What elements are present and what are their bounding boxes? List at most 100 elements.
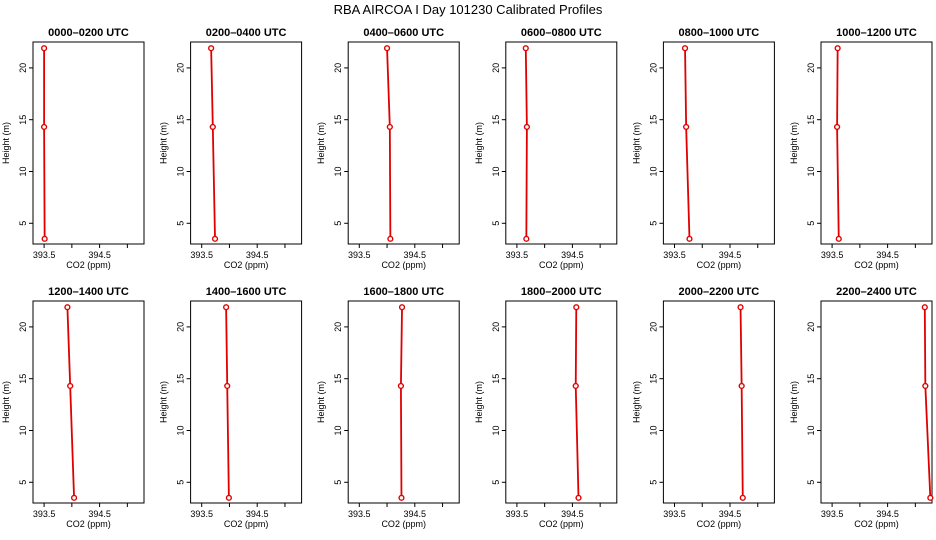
panel-title: 1400–1600 UTC bbox=[206, 286, 287, 298]
profile-point bbox=[921, 304, 928, 311]
panel-title: 0800–1000 UTC bbox=[679, 27, 760, 39]
profile-point bbox=[738, 382, 745, 390]
profile-panel: 1000–1200 UTC 393.5 394.5 5 10 15 20 CO2 (ppm) H… bbox=[789, 27, 933, 270]
y-tick-label: 15 bbox=[491, 374, 501, 384]
y-tick-label: 20 bbox=[491, 63, 501, 73]
y-tick-label: 20 bbox=[648, 63, 658, 73]
panel-title: 1200–1400 UTC bbox=[48, 286, 129, 298]
y-tick-label: 5 bbox=[176, 221, 186, 226]
x-axis-label: CO2 (ppm) bbox=[854, 260, 899, 270]
profile-point bbox=[64, 304, 71, 311]
x-axis-label: CO2 (ppm) bbox=[224, 260, 269, 270]
y-axis-label: Height (m) bbox=[316, 122, 326, 164]
profile-point bbox=[398, 304, 406, 311]
y-tick-label: 20 bbox=[176, 63, 186, 73]
y-axis-label: Height (m) bbox=[474, 122, 484, 164]
plot-frame bbox=[190, 300, 303, 504]
profile-point bbox=[70, 494, 78, 501]
profile-panel: 0600–0800 UTC 393.5 394.5 5 10 15 20 CO2 (ppm) H… bbox=[474, 27, 618, 270]
profile-panel: 1800–2000 UTC 393.5 394.5 5 10 15 20 CO2 (ppm) H… bbox=[474, 286, 618, 529]
y-tick-label: 20 bbox=[176, 322, 186, 332]
profile-point bbox=[522, 45, 529, 52]
y-tick-label: 15 bbox=[333, 115, 343, 125]
profile-point bbox=[927, 494, 934, 501]
profile-line bbox=[210, 48, 216, 239]
y-axis-label: Height (m) bbox=[789, 381, 799, 423]
panel-title: 2000–2200 UTC bbox=[679, 286, 760, 298]
x-tick-label: 394.5 bbox=[719, 509, 742, 519]
plot-frame bbox=[662, 300, 775, 504]
profile-point bbox=[737, 304, 744, 311]
y-tick-label: 15 bbox=[176, 374, 186, 384]
plot-frame bbox=[190, 41, 303, 245]
profile-panel: 0400–0600 UTC 393.5 394.5 5 10 15 20 CO2 (ppm) H… bbox=[316, 27, 460, 270]
profile-point bbox=[397, 382, 405, 390]
panel-title: 2200–2400 UTC bbox=[836, 286, 917, 298]
profile-point bbox=[523, 235, 530, 242]
profile-line bbox=[923, 307, 932, 498]
x-axis-label: CO2 (ppm) bbox=[224, 519, 269, 529]
x-tick-label: 394.5 bbox=[246, 250, 269, 260]
x-tick-label: 393.5 bbox=[348, 250, 371, 260]
y-tick-label: 10 bbox=[333, 425, 343, 435]
plot-frame bbox=[32, 41, 145, 245]
profile-line bbox=[684, 48, 691, 239]
x-tick-label: 393.5 bbox=[821, 250, 844, 260]
x-tick-label: 394.5 bbox=[404, 509, 427, 519]
profile-point bbox=[225, 494, 232, 501]
profile-point bbox=[41, 235, 48, 242]
profile-panel: 0800–1000 UTC 393.5 394.5 5 10 15 20 CO2 (ppm) H… bbox=[631, 27, 775, 270]
plot-frame bbox=[505, 41, 618, 245]
y-tick-label: 5 bbox=[806, 221, 816, 226]
profile-line bbox=[43, 48, 46, 239]
y-tick-label: 5 bbox=[176, 480, 186, 485]
profile-line bbox=[66, 307, 75, 498]
x-tick-label: 393.5 bbox=[506, 509, 529, 519]
y-tick-label: 20 bbox=[491, 322, 501, 332]
profile-panel: 1200–1400 UTC 393.5 394.5 5 10 15 20 CO2 (ppm) H… bbox=[1, 286, 145, 529]
x-axis-label: CO2 (ppm) bbox=[381, 519, 426, 529]
x-tick-label: 394.5 bbox=[876, 250, 899, 260]
y-axis-label: Height (m) bbox=[631, 122, 641, 164]
panel-title: 1600–1800 UTC bbox=[363, 286, 444, 298]
y-axis-label: Height (m) bbox=[789, 122, 799, 164]
x-tick-label: 393.5 bbox=[348, 509, 371, 519]
y-tick-label: 10 bbox=[333, 166, 343, 176]
y-tick-label: 15 bbox=[18, 115, 28, 125]
x-tick-label: 394.5 bbox=[404, 250, 427, 260]
profile-point bbox=[208, 45, 215, 52]
profile-point bbox=[211, 235, 219, 242]
y-tick-label: 10 bbox=[648, 425, 658, 435]
plot-frame bbox=[662, 41, 775, 245]
profile-point bbox=[834, 45, 841, 52]
y-tick-label: 15 bbox=[491, 115, 501, 125]
y-tick-label: 5 bbox=[806, 480, 816, 485]
y-axis-label: Height (m) bbox=[1, 381, 11, 423]
y-axis-label: Height (m) bbox=[159, 122, 169, 164]
plot-frame bbox=[32, 300, 145, 504]
y-tick-label: 10 bbox=[176, 166, 186, 176]
y-tick-label: 5 bbox=[333, 480, 343, 485]
profile-point bbox=[572, 382, 579, 390]
profile-point bbox=[383, 45, 391, 52]
profile-line bbox=[386, 48, 392, 239]
y-tick-label: 20 bbox=[18, 63, 28, 73]
y-tick-label: 10 bbox=[176, 425, 186, 435]
profile-line bbox=[225, 307, 230, 498]
x-tick-label: 394.5 bbox=[876, 509, 899, 519]
x-tick-label: 393.5 bbox=[663, 509, 686, 519]
panel-title: 0200–0400 UTC bbox=[206, 27, 287, 39]
panel-title: 0000–0200 UTC bbox=[48, 27, 129, 39]
y-tick-label: 20 bbox=[333, 63, 343, 73]
y-tick-label: 15 bbox=[648, 115, 658, 125]
plot-frame bbox=[347, 300, 460, 504]
profile-line bbox=[739, 307, 744, 498]
plot-frame bbox=[505, 300, 618, 504]
y-tick-label: 20 bbox=[806, 322, 816, 332]
panel-title: 1000–1200 UTC bbox=[836, 27, 917, 39]
y-tick-label: 5 bbox=[648, 221, 658, 226]
profile-point bbox=[40, 123, 48, 131]
x-tick-label: 393.5 bbox=[33, 250, 56, 260]
profile-point bbox=[681, 45, 689, 52]
